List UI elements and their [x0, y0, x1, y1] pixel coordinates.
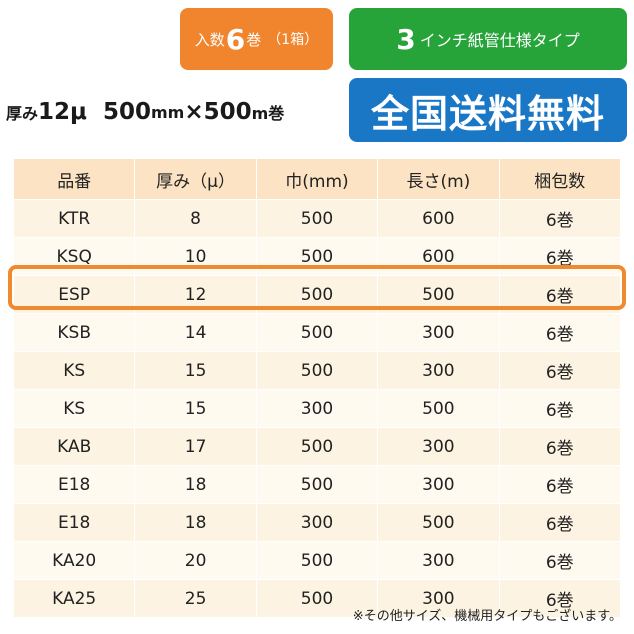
table-header-row: 品番 厚み（μ） 巾(mm) 長さ(m) 梱包数 — [12, 158, 622, 200]
cell-length: 600 — [377, 237, 500, 276]
cell-pack-count: 6巻 — [498, 427, 622, 466]
table-row: KSQ 10 500 600 6巻 — [12, 237, 622, 276]
product-table: 品番 厚み（μ） 巾(mm) 長さ(m) 梱包数 KTR 8 500 600 6巻 KS… — [12, 158, 622, 618]
cell-product-code: KTR — [12, 199, 136, 238]
table-row: KSB 14 500 300 6巻 — [12, 313, 622, 352]
core-number: 3 — [396, 22, 416, 56]
quantity-suffix: 巻 — [246, 30, 262, 49]
header-product-code: 品番 — [12, 158, 136, 200]
cell-pack-count: 6巻 — [498, 351, 622, 390]
cell-thickness: 18 — [134, 503, 257, 542]
cell-length: 300 — [377, 465, 500, 504]
cell-product-code: KA25 — [12, 579, 136, 618]
cell-width: 500 — [255, 199, 379, 238]
cell-length: 300 — [377, 579, 500, 618]
cell-width: 500 — [255, 579, 379, 618]
cell-length: 300 — [377, 313, 500, 352]
cell-pack-count: 6巻 — [498, 237, 622, 276]
cell-length: 300 — [377, 351, 500, 390]
cell-thickness: 20 — [134, 541, 257, 580]
free-shipping-text: 全国送料無料 — [370, 91, 605, 136]
cell-width: 500 — [255, 427, 379, 466]
cell-pack-count: 6巻 — [498, 199, 622, 238]
quantity-number: 6 — [225, 22, 246, 56]
highlight-frame — [8, 265, 626, 310]
quantity-note: （1箱） — [267, 32, 319, 48]
table-row: KAB 17 500 300 6巻 — [12, 427, 622, 466]
cell-length: 500 — [377, 503, 500, 542]
cell-pack-count: 6巻 — [498, 503, 622, 542]
cell-product-code: KA20 — [12, 541, 136, 580]
cell-product-code: KSQ — [12, 237, 136, 276]
cell-thickness: 15 — [134, 351, 257, 390]
table-row: KA25 25 500 300 6巻 — [12, 579, 622, 618]
product-spec: 厚み 12μ 500 mm × 500 m巻 — [6, 94, 284, 130]
cell-width: 500 — [255, 313, 379, 352]
cell-pack-count: 6巻 — [498, 541, 622, 580]
cell-product-code: E18 — [12, 465, 136, 504]
table-row: KTR 8 500 600 6巻 — [12, 199, 622, 238]
cell-width: 500 — [255, 465, 379, 504]
quantity-prefix: 入数 — [194, 30, 225, 49]
cell-thickness: 15 — [134, 389, 257, 428]
quantity-badge: 入数 6 巻 （1箱） — [180, 8, 333, 70]
table-row: KS 15 300 500 6巻 — [12, 389, 622, 428]
spec-thickness-label: 厚み — [6, 104, 39, 123]
spec-width: 500 — [102, 99, 151, 125]
cell-length: 500 — [377, 389, 500, 428]
cell-thickness: 25 — [134, 579, 257, 618]
cell-thickness: 18 — [134, 465, 257, 504]
spec-length: 500 — [203, 99, 252, 125]
table-row: KA20 20 500 300 6巻 — [12, 541, 622, 580]
core-type-badge: 3 インチ紙管仕様タイプ — [349, 8, 627, 70]
cell-thickness: 17 — [134, 427, 257, 466]
cell-pack-count: 6巻 — [498, 579, 622, 618]
header-pack-count: 梱包数 — [498, 158, 622, 200]
cell-width: 300 — [255, 503, 379, 542]
cell-width: 500 — [255, 351, 379, 390]
cell-length: 600 — [377, 199, 500, 238]
footnote: ※その他サイズ、機械用タイプもございます。 — [352, 609, 622, 624]
cell-product-code: KS — [12, 389, 136, 428]
cell-width: 500 — [255, 541, 379, 580]
cell-thickness: 14 — [134, 313, 257, 352]
cell-length: 300 — [377, 427, 500, 466]
header-length: 長さ(m) — [377, 158, 500, 200]
cell-thickness: 8 — [134, 199, 257, 238]
spec-thickness-value: 12μ — [38, 99, 87, 125]
header-thickness: 厚み（μ） — [134, 158, 257, 200]
cell-product-code: KSB — [12, 313, 136, 352]
table-row: E18 18 300 500 6巻 — [12, 503, 622, 542]
cell-pack-count: 6巻 — [498, 313, 622, 352]
cell-pack-count: 6巻 — [498, 389, 622, 428]
spec-length-unit: m巻 — [251, 104, 285, 123]
cell-width: 300 — [255, 389, 379, 428]
cell-product-code: E18 — [12, 503, 136, 542]
table-row: KS 15 500 300 6巻 — [12, 351, 622, 390]
cell-pack-count: 6巻 — [498, 465, 622, 504]
cell-length: 300 — [377, 541, 500, 580]
spec-width-unit: mm — [150, 102, 185, 122]
cell-product-code: KS — [12, 351, 136, 390]
spec-times: × — [184, 99, 204, 125]
table-row: E18 18 500 300 6巻 — [12, 465, 622, 504]
free-shipping-badge: 全国送料無料 — [349, 78, 627, 142]
header-width: 巾(mm) — [255, 158, 379, 200]
core-text: インチ紙管仕様タイプ — [419, 31, 580, 50]
cell-product-code: KAB — [12, 427, 136, 466]
